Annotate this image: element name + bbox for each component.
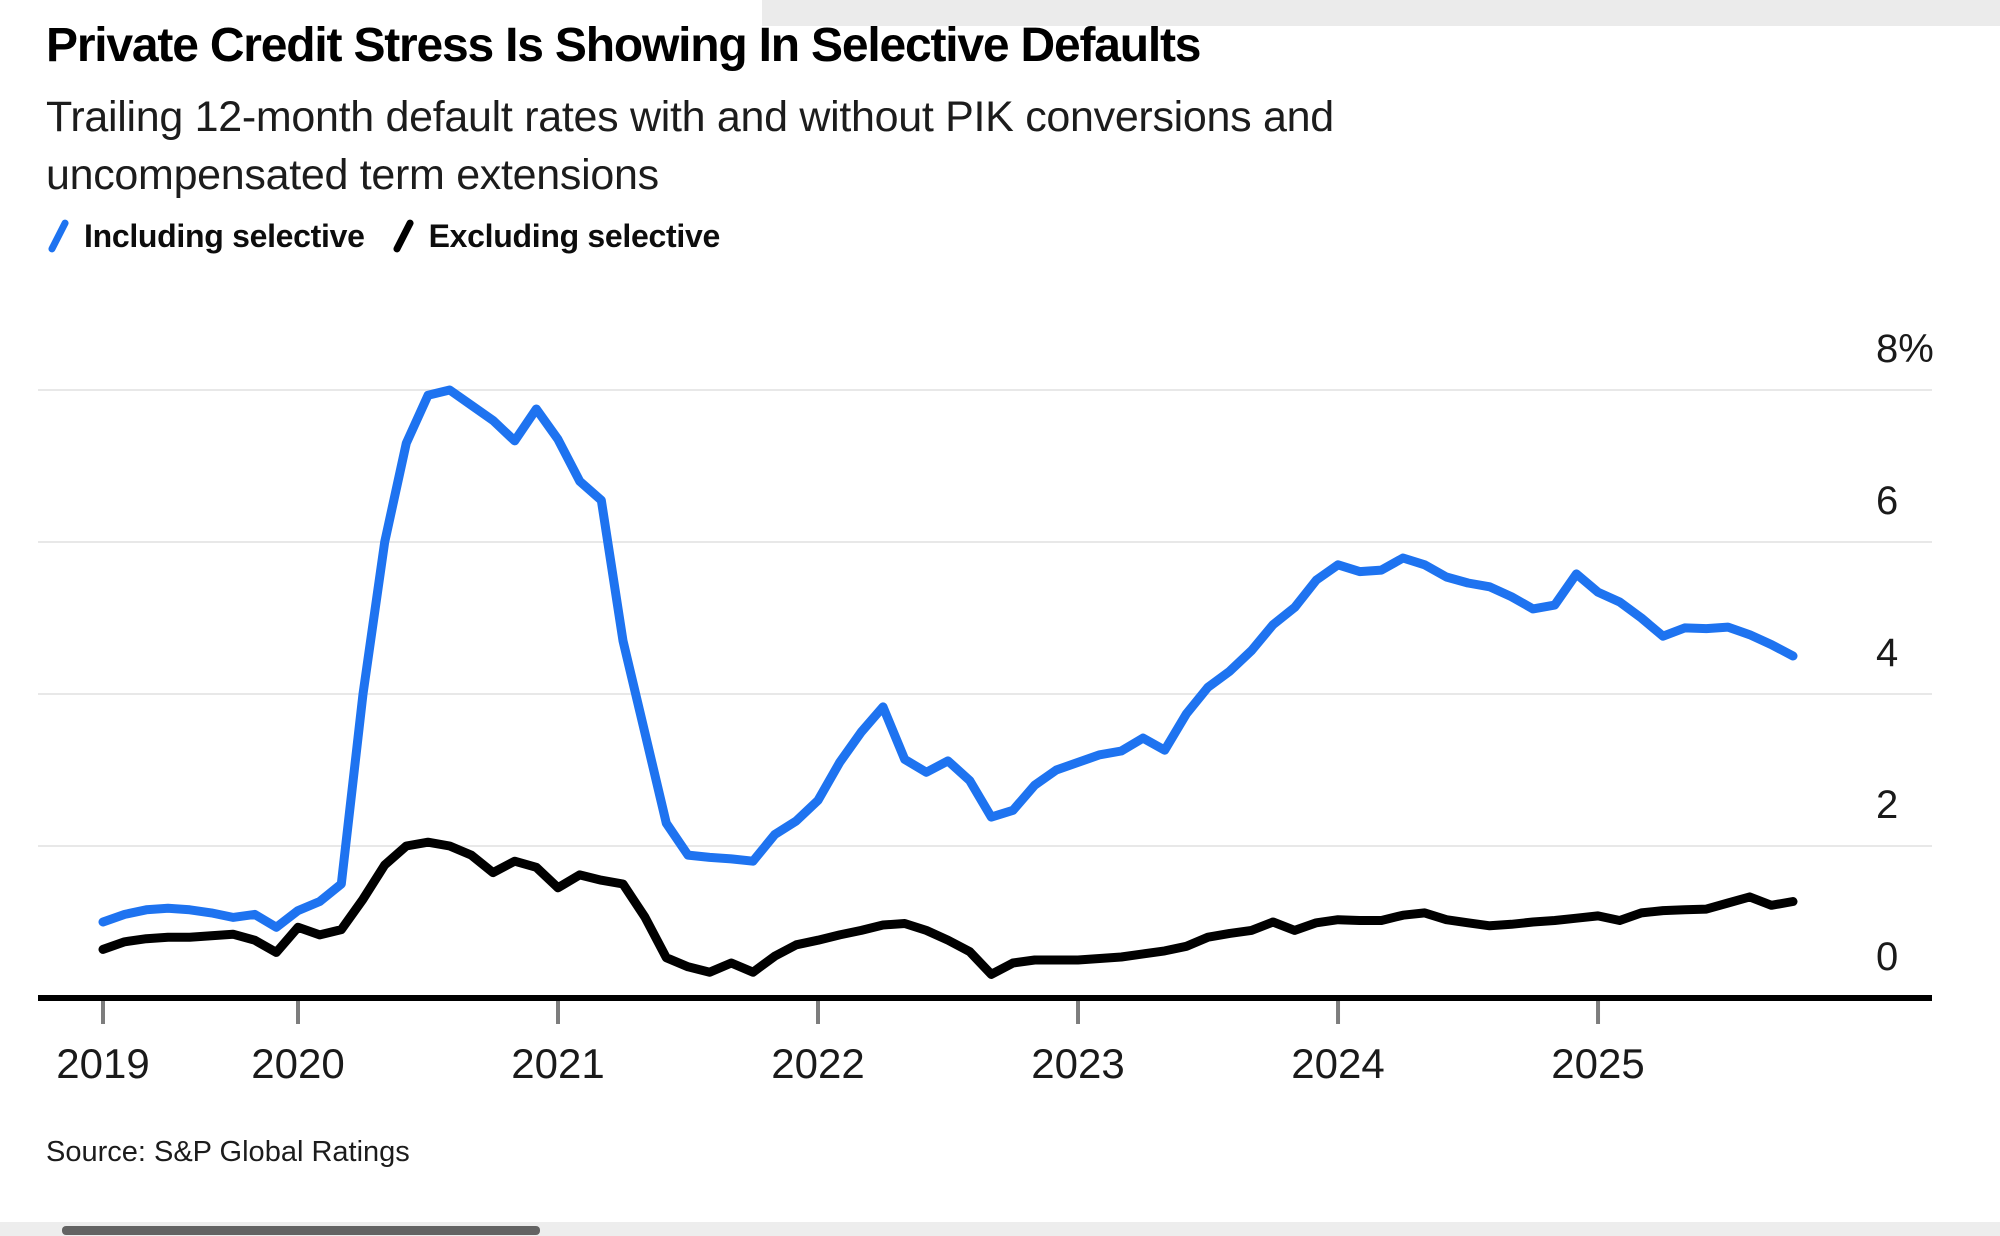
series-line-including-selective: [98, 385, 1798, 932]
source-note: Source: S&P Global Ratings: [46, 1136, 410, 1168]
series-line-excluding-selective: [98, 837, 1798, 979]
legend-item-including-selective: Including selective: [46, 216, 365, 256]
legend: Including selective Excluding selective: [46, 212, 720, 260]
x-tick-label: 2023: [1031, 1040, 1124, 1087]
line-swatch-icon: [46, 216, 70, 256]
page-background-strip-top: [762, 0, 2000, 26]
legend-label: Including selective: [84, 217, 365, 254]
chart-subtitle: Trailing 12-month default rates with and…: [46, 93, 1334, 199]
y-tick-label: 2: [1876, 783, 1898, 827]
y-axis-labels: 8% 6 4 2 0: [1876, 327, 1934, 979]
y-gridlines: [38, 389, 1932, 847]
x-tick-label: 2021: [511, 1040, 604, 1087]
x-tick-label: 2020: [251, 1040, 344, 1087]
x-axis-ticks: 2019 2020 2021 2022 2023 2024 2025: [56, 1001, 1645, 1087]
x-tick-label: 2024: [1291, 1040, 1384, 1087]
chart-title: Private Credit Stress Is Showing In Sele…: [46, 19, 1201, 72]
y-tick-label: 8%: [1876, 327, 1934, 371]
x-tick-label: 2025: [1551, 1040, 1644, 1087]
y-tick-label: 4: [1876, 631, 1898, 675]
line-swatch-icon: [391, 216, 415, 256]
y-tick-label: 0: [1876, 935, 1898, 979]
legend-label: Excluding selective: [428, 217, 721, 254]
y-tick-label: 6: [1876, 479, 1898, 523]
x-tick-label: 2022: [771, 1040, 864, 1087]
cropped-content-remnant: [62, 1226, 540, 1235]
x-tick-label: 2019: [56, 1040, 149, 1087]
legend-item-excluding-selective: Excluding selective: [391, 216, 720, 256]
